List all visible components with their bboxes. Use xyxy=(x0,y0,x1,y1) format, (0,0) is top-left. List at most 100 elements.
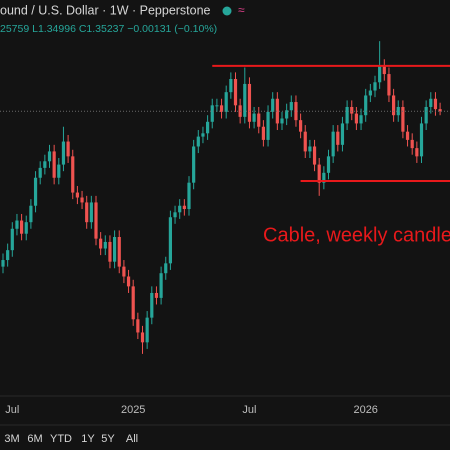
candle-body xyxy=(392,95,396,116)
candle-body xyxy=(24,222,28,234)
candle-body xyxy=(229,79,233,93)
x-tick-label: Jul xyxy=(242,404,256,416)
candle-body xyxy=(294,102,298,121)
candle-body xyxy=(275,98,279,124)
candle-body xyxy=(85,202,89,223)
candle-body xyxy=(10,228,14,251)
candle-body xyxy=(331,131,335,157)
candle-body xyxy=(261,126,265,140)
candle-body xyxy=(350,106,354,114)
candle-body xyxy=(303,131,307,152)
candle-body xyxy=(233,79,238,106)
candle-body xyxy=(285,110,289,119)
ohlc-readout: 25759 L1.34996 C1.35237 −0.00131 (−0.10%… xyxy=(0,23,217,35)
plot-area xyxy=(0,41,450,354)
candle-body xyxy=(345,106,349,124)
candle-body xyxy=(1,260,5,267)
alert-icon: ≈ xyxy=(238,3,245,17)
candle-body xyxy=(187,182,191,210)
candle-body xyxy=(257,113,261,127)
annotation: Cable, weekly candle xyxy=(263,224,450,246)
candle-body xyxy=(359,115,363,124)
candle-body xyxy=(247,83,252,122)
candle-body xyxy=(168,217,172,264)
candle-body xyxy=(373,82,377,91)
symbol-title: ound / U.S. Dollar · 1W · Pepperstone xyxy=(0,3,211,17)
candle-body xyxy=(438,109,442,112)
candle-body xyxy=(192,146,196,183)
candle-body xyxy=(419,123,424,157)
candle-body xyxy=(108,241,112,262)
candle-body xyxy=(99,238,103,249)
candle-body xyxy=(57,164,61,178)
candle-body xyxy=(252,113,256,122)
range-bar: 3M 6M YTD 1Y 5Y All xyxy=(4,433,138,445)
candle-body xyxy=(280,118,284,124)
range-button[interactable]: 3M xyxy=(4,433,19,445)
candle-body xyxy=(364,95,368,116)
candle-body xyxy=(66,141,70,157)
candle-body xyxy=(80,197,84,203)
candle-body xyxy=(136,319,140,333)
range-button[interactable]: YTD xyxy=(50,433,72,445)
candle-body xyxy=(61,141,66,165)
candle-body xyxy=(94,202,98,239)
candle-body xyxy=(75,192,79,198)
candle-body xyxy=(322,172,326,183)
candle-body xyxy=(354,113,358,124)
candle-body xyxy=(415,148,419,157)
candle-body xyxy=(308,146,312,152)
candle-body xyxy=(173,212,177,218)
candle-body xyxy=(140,332,145,343)
candle-body xyxy=(145,317,149,343)
candle-body xyxy=(159,273,163,298)
candle-body xyxy=(299,120,303,132)
candle-body xyxy=(382,65,386,75)
candle-body xyxy=(71,156,75,193)
candle-body xyxy=(224,92,228,112)
range-button[interactable]: 1Y xyxy=(81,433,95,445)
candle-body xyxy=(33,177,38,206)
candle-body xyxy=(29,205,33,223)
candle-body xyxy=(378,65,382,83)
candle-body xyxy=(196,136,200,147)
candle-body xyxy=(340,123,345,145)
candle-body xyxy=(243,83,247,117)
candle-body xyxy=(210,105,214,122)
candle-body xyxy=(113,237,117,262)
candle-body xyxy=(424,106,428,124)
candle-body xyxy=(219,105,224,112)
range-button[interactable]: 5Y xyxy=(101,433,115,445)
candle-body xyxy=(20,220,24,234)
candle-body xyxy=(433,98,438,110)
candle-body xyxy=(117,237,121,267)
candle-body xyxy=(178,205,182,213)
candle-body xyxy=(271,98,275,112)
x-tick-label: 2025 xyxy=(121,404,145,416)
range-button[interactable]: All xyxy=(126,433,138,445)
candle-body xyxy=(126,276,131,287)
candle-body xyxy=(206,121,210,134)
candle-body xyxy=(154,292,159,298)
candle-body xyxy=(52,151,56,178)
candle-body xyxy=(89,202,93,223)
candle-body xyxy=(429,98,433,107)
candle-body xyxy=(368,90,372,96)
candle-body xyxy=(336,131,340,145)
candle-body xyxy=(396,106,400,116)
candle-body xyxy=(317,164,321,183)
candle-body xyxy=(38,167,42,178)
candle-body xyxy=(215,105,219,107)
candle-body xyxy=(410,139,414,149)
status-icon xyxy=(222,6,232,16)
x-tick-label: 2026 xyxy=(353,404,377,416)
range-button[interactable]: 6M xyxy=(27,433,42,445)
candle-body xyxy=(43,161,47,168)
candle-body xyxy=(312,146,317,165)
candle-body xyxy=(201,133,205,137)
candle-body xyxy=(150,292,154,318)
candle-body xyxy=(405,131,410,140)
candle-body xyxy=(15,220,19,229)
